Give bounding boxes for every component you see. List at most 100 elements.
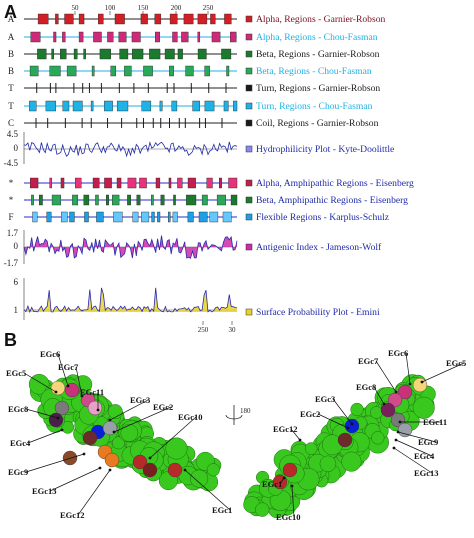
track-region-block <box>99 48 111 60</box>
left-label-egc4: EGc4 <box>10 438 31 448</box>
amph-region-block <box>136 194 141 206</box>
track-region-block <box>110 65 117 77</box>
left-arrow-egc12 <box>77 469 111 516</box>
track-region-block <box>185 65 194 77</box>
right-label-egc10: EGc10 <box>276 512 301 522</box>
left-arrow-egc6 <box>57 353 69 387</box>
right-label-egc12: EGc12 <box>273 424 298 434</box>
track-row-label: T <box>8 83 14 93</box>
right-arrowhead-egc8 <box>382 402 386 406</box>
left-arrowhead-egc2 <box>112 430 116 434</box>
legend-swatch <box>245 84 253 92</box>
track-region-block <box>78 31 84 43</box>
left-label-egc5: EGc5 <box>6 368 26 378</box>
amph-region-block <box>92 177 100 189</box>
legend-swatch <box>245 179 253 187</box>
legend-label-track-2: Beta, Regions - Garnier-Robson <box>256 49 380 60</box>
track-region-block <box>169 65 174 77</box>
left-arrowhead-egc1 <box>183 468 187 472</box>
amph-region-block <box>216 194 226 206</box>
track-row-label: B <box>8 66 14 76</box>
left-arrowhead-egc5 <box>54 390 58 394</box>
left-arrowhead-egc6 <box>66 384 70 388</box>
track-region-block <box>30 31 41 43</box>
right-arrow-egc4 <box>395 439 433 457</box>
right-arrowhead-egc5 <box>420 380 424 384</box>
track-region-block <box>154 13 162 25</box>
track-region-block <box>83 48 86 60</box>
right-epitope-patch <box>397 384 413 400</box>
amph-row-label: * <box>9 178 14 188</box>
right-arrow-egc5 <box>421 362 465 383</box>
right-arrowhead-egc13 <box>392 446 396 450</box>
track-region-block <box>169 13 178 25</box>
right-epitope-patch <box>337 432 353 448</box>
amph-region-block <box>61 211 68 223</box>
right-epitope-patch <box>390 412 406 428</box>
left-epitope-patch <box>50 380 66 396</box>
legend-swatch <box>245 15 253 23</box>
track-region-block <box>192 100 200 112</box>
track-region-block <box>37 48 47 60</box>
track-region-block <box>29 65 39 77</box>
right-arrow-egc7 <box>375 360 397 393</box>
amph-region-block <box>84 211 89 223</box>
right-arrowhead-egc9 <box>396 430 400 434</box>
track-region-block <box>197 13 208 25</box>
left-label-egc1: EGc1 <box>212 505 232 515</box>
right-label-egc9: EGc9 <box>418 437 438 447</box>
track-region-block <box>29 100 37 112</box>
track-region-block <box>51 48 54 60</box>
legend-swatch <box>245 33 253 41</box>
left-label-egc12: EGc12 <box>60 510 85 520</box>
track-region-block <box>149 48 161 60</box>
track-region-block <box>104 100 113 112</box>
amph-region-block <box>151 211 155 223</box>
amph-region-block <box>219 177 222 189</box>
amph-region-block <box>96 211 104 223</box>
hydro-line <box>23 141 238 158</box>
right-molecule-surface <box>371 431 385 445</box>
legend-label-track-6: Coil, Regions - Garnier-Robson <box>256 118 379 129</box>
amph-region-block <box>141 211 150 223</box>
x-tick-label-top: 50 <box>72 4 80 12</box>
left-arrowhead-egc12 <box>108 468 112 472</box>
hydro-ytick: 4.5 <box>7 129 19 139</box>
right-arrow-egc12 <box>290 428 301 441</box>
legend-swatch <box>245 67 253 75</box>
track-region-block <box>114 13 125 25</box>
right-label-egc2: EGc2 <box>300 409 320 419</box>
left-epitope-patch <box>104 452 120 468</box>
left-molecule-surface <box>206 463 220 477</box>
right-molecule-surface <box>370 406 383 419</box>
amph-region-block <box>168 177 172 189</box>
panel-b-letter: B <box>4 330 17 350</box>
track-region-block <box>155 31 160 43</box>
amph-region-block <box>187 177 196 189</box>
amph-region-block <box>187 211 194 223</box>
track-region-block <box>211 31 221 43</box>
left-arrowhead-egc8 <box>56 416 60 420</box>
right-arrowhead-egc7 <box>394 390 398 394</box>
amph-region-block <box>72 194 79 206</box>
left-label-egc8: EGc8 <box>8 404 28 414</box>
right-label-egc5: EGc5 <box>446 358 466 368</box>
left-molecule-surface <box>107 404 123 420</box>
track-region-block <box>233 100 238 112</box>
right-label-egc7: EGc7 <box>358 356 379 366</box>
track-region-block <box>90 100 94 112</box>
left-label-egc11: EGc11 <box>80 387 104 397</box>
track-region-block <box>107 31 114 43</box>
right-arrow-egc13 <box>393 447 433 474</box>
legend-swatch <box>245 119 253 127</box>
amph-region-block <box>201 194 208 206</box>
track-region-block <box>131 48 144 60</box>
antigenic-ytick: 0 <box>14 241 19 251</box>
right-arrow-egc3 <box>332 398 353 425</box>
surface-line <box>23 287 238 314</box>
amph-region-block <box>46 211 52 223</box>
right-arrow-egc6 <box>405 352 411 385</box>
left-arrow-egc4 <box>27 429 63 444</box>
track-region-block <box>53 31 57 43</box>
track-region-block <box>204 100 215 112</box>
